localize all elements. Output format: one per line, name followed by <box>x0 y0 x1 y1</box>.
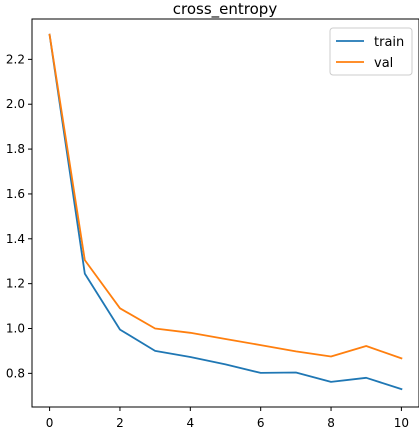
ticks-layer: 0 2 4 6 8 10 0.8 1.0 1.2 1.4 1.6 1.8 2.0 2.2 <box>6 52 409 430</box>
x-tick-label: 10 <box>394 416 409 430</box>
legend-label-val: val <box>374 56 393 71</box>
series-line-train <box>48 33 403 391</box>
x-tick-label: 6 <box>257 416 265 430</box>
y-tick-label: 1.2 <box>6 277 25 291</box>
y-tick-label: 0.8 <box>6 366 25 380</box>
x-tick-label: 0 <box>46 416 54 430</box>
y-tick-label: 1.8 <box>6 142 25 156</box>
series-layer <box>48 33 403 391</box>
legend-label-train: train <box>374 35 404 50</box>
y-tick-label: 1.0 <box>6 322 25 336</box>
x-tick-label: 4 <box>186 416 194 430</box>
x-tick-label: 2 <box>116 416 124 430</box>
x-tick-label: 8 <box>327 416 335 430</box>
legend-box <box>329 27 413 76</box>
y-tick-label: 2.0 <box>6 97 25 111</box>
y-tick-label: 2.2 <box>6 52 25 66</box>
series-line-val <box>48 33 403 360</box>
legend: train val <box>329 27 413 76</box>
y-tick-label: 1.6 <box>6 187 25 201</box>
axes-frame <box>31 18 419 408</box>
chart-title: cross_entropy <box>173 0 278 19</box>
y-tick-label: 1.4 <box>6 232 25 246</box>
